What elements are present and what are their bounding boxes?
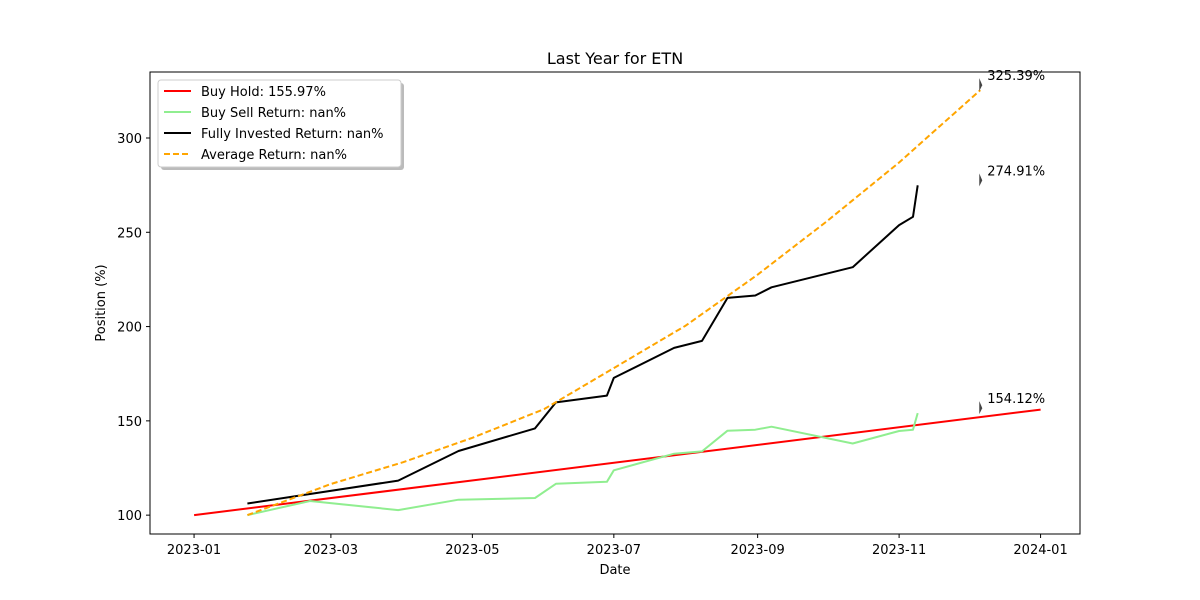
x-tick-label: 2023-09 bbox=[730, 543, 784, 558]
y-tick-label: 300 bbox=[117, 132, 142, 147]
x-axis-label: Date bbox=[599, 563, 630, 578]
y-tick-label: 100 bbox=[117, 509, 142, 524]
legend-box bbox=[157, 79, 402, 168]
legend: Buy Hold: 155.97% Buy Sell Return: nan% Fu… bbox=[157, 79, 404, 170]
x-axis: 2023-01 2023-03 2023-05 2023-07 2023-09 2023-… bbox=[167, 534, 1068, 558]
annotation-label: 274.91% bbox=[987, 164, 1045, 179]
legend-label: Buy Hold: 155.97% bbox=[201, 85, 326, 100]
x-tick-label: 2023-07 bbox=[587, 543, 641, 558]
series-layer bbox=[193, 89, 1041, 517]
legend-label: Buy Sell Return: nan% bbox=[201, 106, 346, 121]
x-tick-label: 2023-05 bbox=[445, 543, 499, 558]
y-tick-label: 200 bbox=[117, 321, 142, 336]
y-tick-label: 250 bbox=[117, 226, 142, 241]
annotation-arrow bbox=[979, 401, 983, 415]
annotation-label: 154.12% bbox=[987, 392, 1045, 407]
y-tick-label: 150 bbox=[117, 415, 142, 430]
series-line-0 bbox=[193, 408, 1041, 517]
series-line-3 bbox=[247, 89, 981, 517]
annotation-arrow bbox=[979, 78, 983, 92]
y-axis-label: Position (%) bbox=[94, 264, 109, 341]
series-line-2 bbox=[247, 185, 919, 505]
x-tick-label: 2023-01 bbox=[167, 543, 221, 558]
legend-label: Average Return: nan% bbox=[201, 148, 347, 163]
x-tick-label: 2023-03 bbox=[304, 543, 358, 558]
y-axis: 100 150 200 250 300 bbox=[117, 132, 150, 524]
x-tick-label: 2023-11 bbox=[872, 543, 926, 558]
plot-area bbox=[149, 71, 1081, 535]
series-line-1 bbox=[247, 412, 919, 517]
annotation-layer: 325.39% 274.91% 154.12% bbox=[979, 69, 1045, 415]
annotation-arrow bbox=[979, 173, 983, 187]
legend-label: Fully Invested Return: nan% bbox=[201, 127, 384, 142]
x-tick-label: 2024-01 bbox=[1013, 543, 1067, 558]
chart-title: Last Year for ETN bbox=[547, 49, 683, 68]
annotation-label: 325.39% bbox=[987, 69, 1045, 84]
